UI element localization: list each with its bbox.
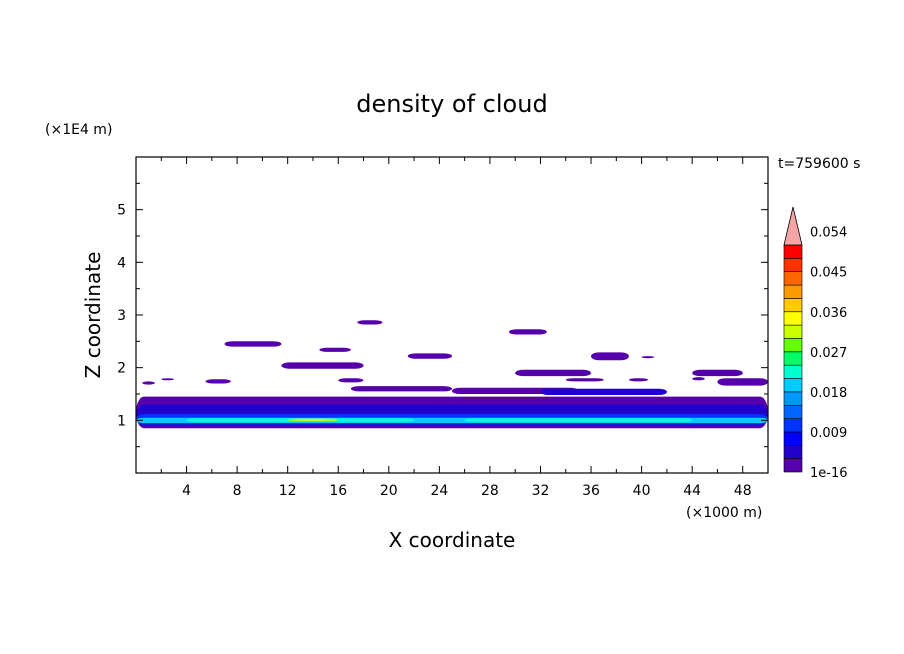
x-tick-label: 28 <box>481 483 499 499</box>
contour-region-15 <box>565 378 604 382</box>
contour-region-19 <box>515 369 591 377</box>
contour-region-23 <box>591 352 629 361</box>
colorbar-swatch <box>783 271 803 286</box>
contour-region-14 <box>338 378 364 383</box>
colorbar-label: 0.018 <box>810 386 847 401</box>
contour-region-18 <box>717 378 768 386</box>
x-tick-label: 16 <box>329 483 347 499</box>
x-tick-label: 24 <box>430 483 448 499</box>
colorbar-swatch <box>783 391 803 406</box>
colorbar-label: 1e-16 <box>810 466 848 481</box>
y-tick-label: 2 <box>117 361 126 377</box>
x-tick-label: 20 <box>380 483 398 499</box>
contour-region-9 <box>540 388 667 395</box>
contour-region-6 <box>300 419 326 421</box>
colorbar-swatch <box>783 324 803 339</box>
x-tick-label: 12 <box>279 483 297 499</box>
colorbar-swatch <box>783 458 803 473</box>
contour-region-13 <box>205 379 231 384</box>
contour-region-12 <box>161 378 174 381</box>
colorbar-label: 0.009 <box>810 426 847 441</box>
colorbar-swatch <box>783 258 803 273</box>
colorbar-swatch <box>783 298 803 313</box>
contour-region-21 <box>281 362 364 369</box>
chart-title: density of cloud <box>356 90 547 118</box>
x-tick-label: 44 <box>683 483 701 499</box>
x-axis-label: X coordinate <box>389 528 516 552</box>
x-tick-label: 36 <box>582 483 600 499</box>
y-tick-label: 5 <box>117 203 126 219</box>
colorbar-swatch <box>783 311 803 326</box>
colorbar-swatch <box>783 404 803 419</box>
contour-region-20 <box>692 369 743 377</box>
contour-region-10 <box>350 386 452 392</box>
colorbar-swatch <box>783 284 803 299</box>
colorbar-swatch <box>783 431 803 446</box>
y-axis-label: Z coordinate <box>81 252 105 379</box>
contour-region-27 <box>508 329 547 335</box>
x-tick-label: 8 <box>233 483 242 499</box>
colorbar-swatch <box>783 244 803 259</box>
colorbar-swatch <box>783 378 803 393</box>
colorbar-swatch <box>783 364 803 379</box>
colorbar-extend-arrow <box>783 206 803 246</box>
colorbar-swatch <box>783 338 803 353</box>
x-tick-label: 32 <box>532 483 550 499</box>
contour-regions <box>136 320 768 429</box>
contour-region-26 <box>224 341 282 347</box>
y-tick-label: 1 <box>117 413 126 429</box>
x-tick-label: 4 <box>182 483 191 499</box>
colorbar-swatch <box>783 418 803 433</box>
x-tick-label: 48 <box>734 483 752 499</box>
colorbar: 1e-16 0.009 0.018 0.027 0.036 0.045 0.054 <box>783 206 848 481</box>
contour-region-22 <box>407 353 452 359</box>
colorbar-label: 0.036 <box>810 306 847 321</box>
contour-region-25 <box>319 347 351 352</box>
x-axis-unit: (×1000 m) <box>686 505 762 521</box>
contour-region-7 <box>464 418 693 422</box>
contour-region-11 <box>142 381 155 385</box>
y-tick-label: 3 <box>117 308 126 324</box>
y-axis-unit: (×1E4 m) <box>45 122 112 138</box>
colorbar-label: 0.027 <box>810 346 847 361</box>
time-label: t=759600 s <box>778 156 860 172</box>
contour-region-17 <box>692 377 705 381</box>
colorbar-label: 0.054 <box>810 226 847 241</box>
y-axis-ticks: 1 2 3 4 5 <box>117 156 768 474</box>
x-tick-label: 40 <box>633 483 651 499</box>
contour-region-24 <box>641 356 655 359</box>
y-tick-label: 4 <box>117 255 126 271</box>
contour-region-16 <box>629 378 648 382</box>
contour-region-28 <box>357 320 383 325</box>
colorbar-swatch <box>783 444 803 459</box>
colorbar-label: 0.045 <box>810 266 847 281</box>
x-axis-ticks: 4 8 12 16 20 24 28 32 36 40 44 48 <box>135 157 769 499</box>
colorbar-swatch <box>783 351 803 366</box>
